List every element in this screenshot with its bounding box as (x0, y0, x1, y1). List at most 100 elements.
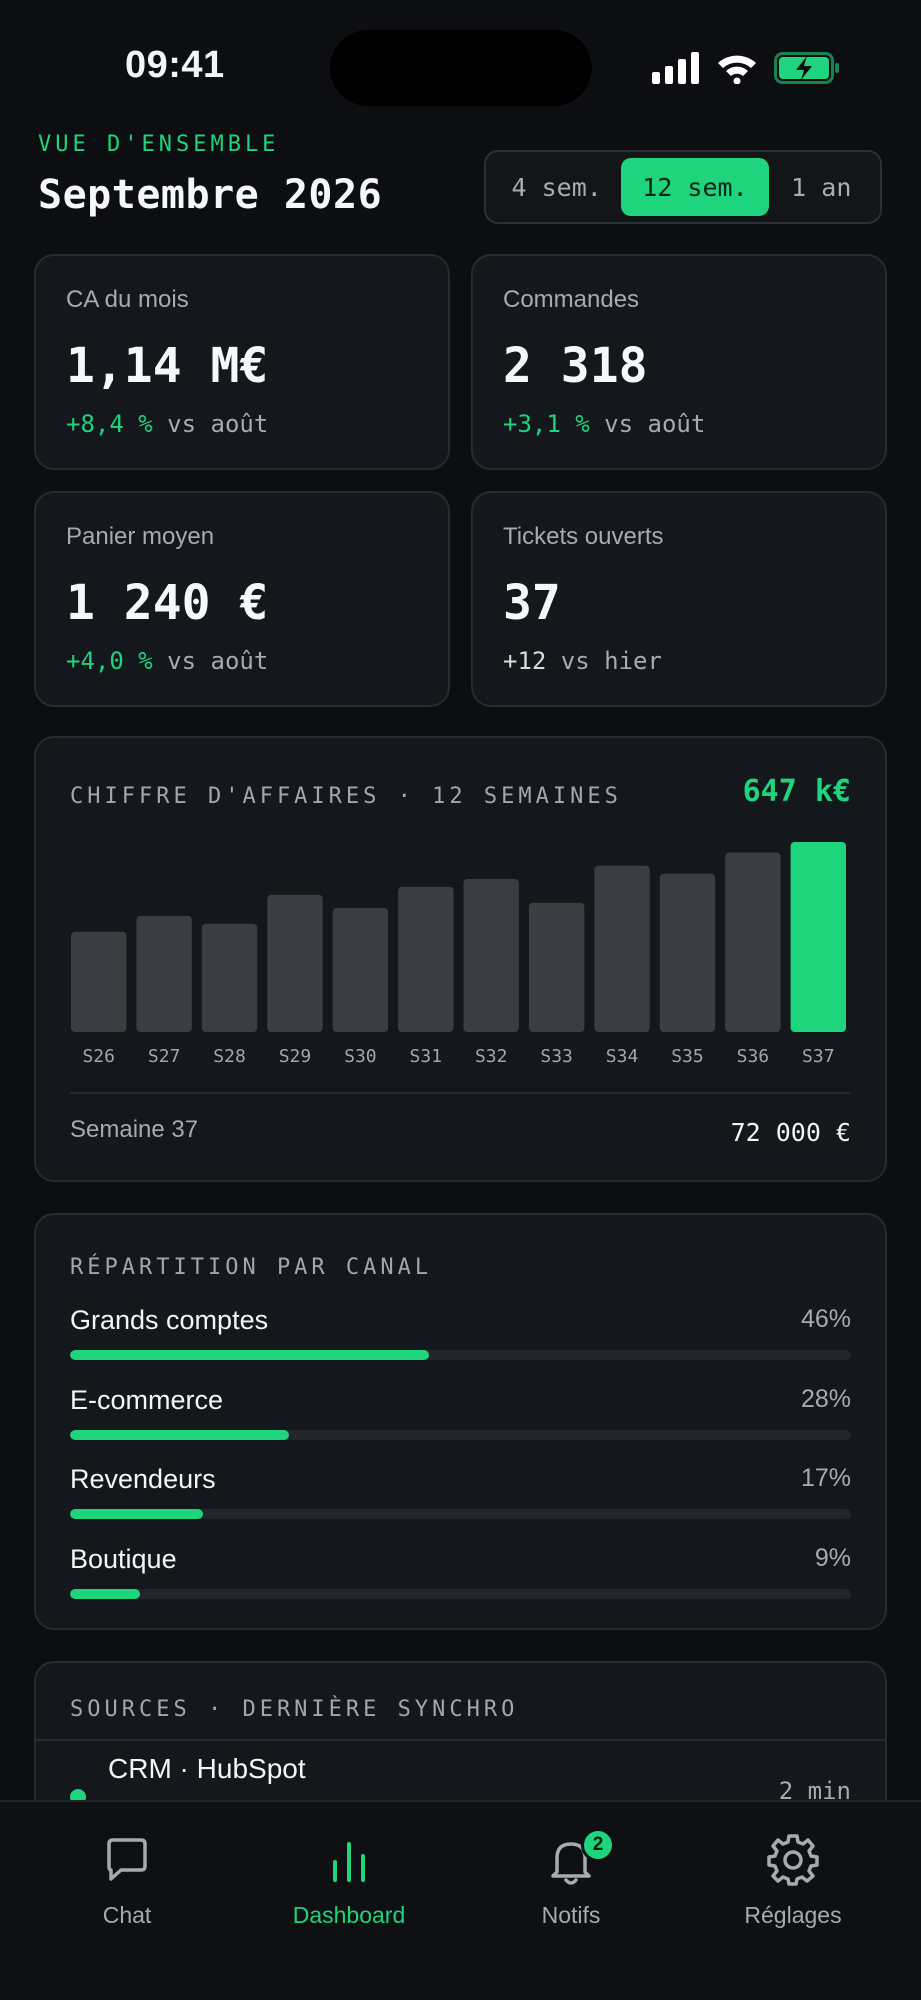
kpi-value: 1 240 € (66, 575, 269, 631)
period-option-4-weeks[interactable]: 4 sem. (511, 172, 602, 202)
wifi-icon (718, 55, 756, 84)
kpi-value: 37 (503, 575, 561, 631)
sources-divider (36, 1739, 885, 1741)
kpi-value: 2 318 (503, 338, 648, 394)
notification-badge: 2 (581, 1828, 615, 1862)
sources-card-title: SOURCES · DERNIÈRE SYNCHRO (70, 1697, 519, 1722)
channel-row-store: Boutique 9% (70, 1544, 851, 1604)
channel-percent: 46% (800, 1305, 851, 1333)
kpi-label: Tickets ouverts (503, 523, 664, 550)
kpi-comparison: +3,1 % vs août (503, 410, 705, 438)
tab-label: Notifs (541, 1902, 601, 1928)
tab-label: Dashboard (292, 1902, 406, 1928)
selected-week-value: 72 000 € (730, 1118, 851, 1147)
chart-title: CHIFFRE D'AFFAIRES · 12 SEMAINES (70, 784, 622, 809)
tick-label-s31: S31 (410, 1046, 443, 1067)
period-option-12-weeks[interactable]: 12 sem. (621, 158, 769, 216)
kpi-compare-label: vs hier (546, 647, 662, 675)
channel-name: Revendeurs (70, 1464, 216, 1494)
bar-s34[interactable] (594, 865, 650, 1032)
chat-bubble-icon (107, 1838, 147, 1881)
channel-bar-fill (70, 1589, 141, 1599)
kpi-delta: +4,0 % (66, 647, 153, 675)
tab-dashboard[interactable]: Dashboard (259, 1832, 439, 1929)
kpi-card-orders[interactable]: Commandes 2 318 +3,1 % vs août (471, 254, 887, 470)
channel-name: Grands comptes (70, 1305, 269, 1335)
gear-icon (767, 1834, 819, 1886)
channel-bar-fill (70, 1509, 203, 1519)
tick-label-s27: S27 (148, 1046, 181, 1067)
channel-bar-fill (70, 1350, 430, 1360)
channel-breakdown-card: RÉPARTITION PAR CANAL Grands comptes 46%… (34, 1213, 887, 1630)
kpi-card-average-basket[interactable]: Panier moyen 1 240 € +4,0 % vs août (34, 491, 450, 707)
revenue-chart-card: CHIFFRE D'AFFAIRES · 12 SEMAINES 647 k€ … (34, 736, 887, 1182)
tick-label-s35: S35 (671, 1046, 704, 1067)
bottom-tab-bar: Chat Dashboard 2 Notifs Réglages (0, 1800, 921, 2000)
bar-s33[interactable] (528, 902, 585, 1032)
bar-s31[interactable] (398, 886, 454, 1032)
tick-label-s30: S30 (344, 1046, 377, 1067)
channel-percent: 17% (800, 1464, 851, 1492)
chart-divider (70, 1092, 851, 1094)
status-icons (652, 48, 840, 88)
bar-s32[interactable] (463, 878, 519, 1032)
kpi-value: 1,14 M€ (66, 338, 269, 394)
signal-icon (652, 52, 699, 84)
kpi-label: CA du mois (66, 286, 189, 313)
channel-bar-track (70, 1589, 851, 1599)
tab-label: Chat (102, 1902, 152, 1928)
section-eyebrow: VUE D'ENSEMBLE (38, 132, 280, 157)
tick-label-s26: S26 (82, 1046, 115, 1067)
channel-bar-fill (70, 1430, 289, 1440)
kpi-card-open-tickets[interactable]: Tickets ouverts 37 +12 vs hier (471, 491, 887, 707)
bell-icon (551, 1842, 591, 1885)
bar-s36[interactable] (725, 852, 781, 1032)
selected-week-label: Semaine 37 (70, 1116, 199, 1143)
tick-label-s28: S28 (213, 1046, 246, 1067)
dynamic-island (330, 30, 592, 106)
kpi-card-revenue[interactable]: CA du mois 1,14 M€ +8,4 % vs août (34, 254, 450, 470)
channel-percent: 28% (800, 1385, 851, 1413)
period-option-1-year[interactable]: 1 an (791, 172, 852, 202)
tab-notifications[interactable]: 2 Notifs (481, 1828, 661, 1929)
tick-label-s29: S29 (279, 1046, 312, 1067)
kpi-compare-label: vs août (152, 647, 269, 675)
bar-s37[interactable] (790, 842, 846, 1032)
kpi-comparison: +12 vs hier (503, 647, 662, 675)
bar-s30[interactable] (332, 907, 389, 1032)
tick-label-s33: S33 (540, 1046, 573, 1067)
tab-chat[interactable]: Chat (37, 1832, 217, 1929)
kpi-label: Panier moyen (66, 523, 215, 550)
kpi-compare-label: vs août (152, 410, 269, 438)
channel-name: E-commerce (70, 1385, 224, 1415)
channel-percent: 9% (814, 1544, 851, 1572)
channel-name: Boutique (70, 1544, 177, 1574)
tick-label-s37: S37 (802, 1046, 835, 1067)
channel-row-key-accounts: Grands comptes 46% (70, 1305, 851, 1365)
kpi-comparison: +4,0 % vs août (66, 647, 268, 675)
tab-settings[interactable]: Réglages (703, 1832, 883, 1929)
kpi-delta: +12 (503, 647, 547, 675)
channel-row-ecommerce: E-commerce 28% (70, 1385, 851, 1445)
revenue-bar-chart: S26 S27 S28 S29 S30 S31 S32 S33 S34 S35 S36 S37 (71, 842, 846, 1067)
kpi-compare-label: vs août (589, 410, 706, 438)
bar-chart-icon (333, 1842, 365, 1882)
bar-s28[interactable] (201, 923, 258, 1032)
channel-row-resellers: Revendeurs 17% (70, 1464, 851, 1524)
tick-label-s34: S34 (606, 1046, 639, 1067)
kpi-label: Commandes (503, 286, 640, 313)
bar-s35[interactable] (659, 873, 716, 1032)
period-selector: 4 sem. 12 sem. 1 an (484, 150, 882, 224)
channel-bar-track (70, 1430, 851, 1440)
bar-s26[interactable] (71, 931, 127, 1032)
tick-label-s36: S36 (737, 1046, 770, 1067)
chart-total: 647 k€ (742, 774, 851, 809)
tick-label-s32: S32 (475, 1046, 508, 1067)
channel-bar-track (70, 1350, 851, 1360)
bar-s29[interactable] (267, 894, 323, 1032)
status-bar: 09:41 (0, 0, 921, 120)
battery-charging-icon (774, 52, 839, 84)
page-title: Septembre 2026 (38, 172, 383, 218)
channel-bar-track (70, 1509, 851, 1519)
bar-s27[interactable] (136, 915, 192, 1032)
